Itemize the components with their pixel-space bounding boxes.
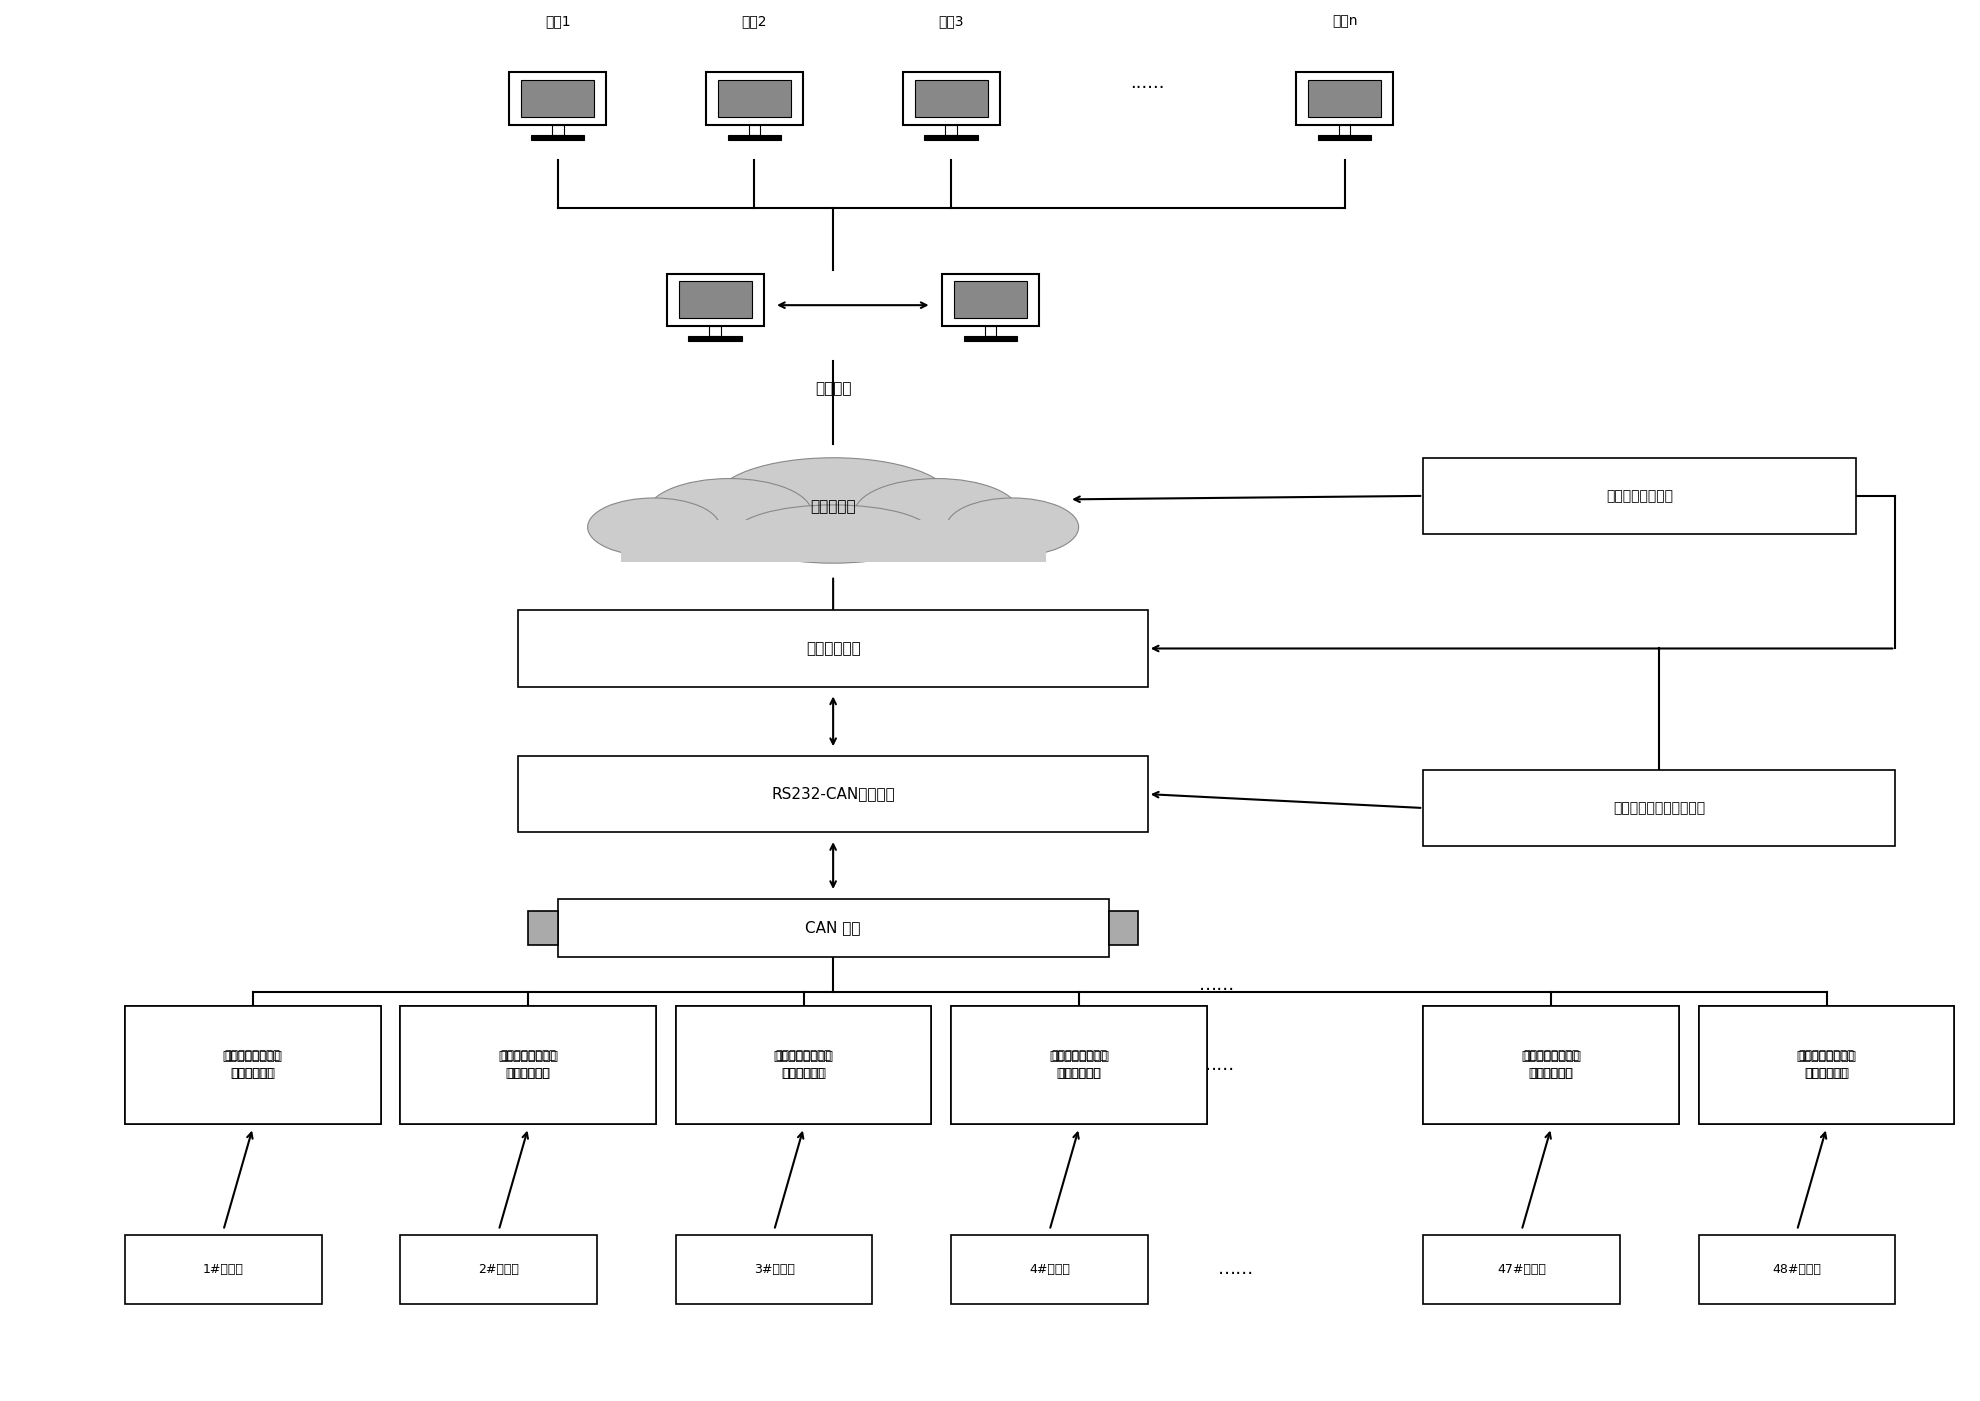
Text: 双通道单体蓄电池
温度测量模块: 双通道单体蓄电池 温度测量模块	[222, 1049, 283, 1080]
FancyBboxPatch shape	[400, 1006, 655, 1124]
FancyBboxPatch shape	[519, 757, 1146, 832]
Text: 双通道单体蓄电池
温度测量模块: 双通道单体蓄电池 温度测量模块	[1798, 1049, 1853, 1080]
Text: 4#蓄电池: 4#蓄电池	[1028, 1262, 1069, 1276]
Text: CAN 总线: CAN 总线	[806, 920, 861, 936]
Text: 监测中心: 监测中心	[814, 381, 851, 396]
FancyBboxPatch shape	[950, 1006, 1206, 1124]
FancyBboxPatch shape	[509, 73, 606, 125]
Text: 48#蓄电池: 48#蓄电池	[1772, 1262, 1820, 1276]
FancyBboxPatch shape	[1109, 911, 1137, 946]
Text: 47#蓄电池: 47#蓄电池	[1497, 1262, 1544, 1276]
Text: 动环采集器: 动环采集器	[810, 499, 855, 514]
Text: 双通道单体蓄电池
温度测量模块: 双通道单体蓄电池 温度测量模块	[1049, 1049, 1109, 1080]
FancyBboxPatch shape	[675, 1006, 931, 1124]
Text: ……: ……	[1218, 1261, 1253, 1278]
Text: 故障告警模块: 故障告警模块	[806, 642, 859, 656]
Text: 2#蓄电池: 2#蓄电池	[477, 1262, 519, 1276]
FancyBboxPatch shape	[903, 73, 1000, 125]
FancyBboxPatch shape	[125, 1234, 321, 1304]
Ellipse shape	[735, 504, 933, 563]
FancyBboxPatch shape	[717, 80, 790, 118]
Ellipse shape	[645, 479, 812, 548]
Text: 双通道单体蓄电池
温度测量模块: 双通道单体蓄电池 温度测量模块	[1796, 1049, 1855, 1080]
FancyBboxPatch shape	[125, 1006, 380, 1124]
Text: 双通道单体蓄电池
温度测量模块: 双通道单体蓄电池 温度测量模块	[499, 1049, 558, 1080]
FancyBboxPatch shape	[705, 73, 802, 125]
Text: 用户1: 用户1	[544, 14, 570, 28]
FancyBboxPatch shape	[529, 911, 558, 946]
Text: ……: ……	[1198, 1055, 1234, 1073]
FancyBboxPatch shape	[675, 1006, 931, 1124]
FancyBboxPatch shape	[950, 1234, 1146, 1304]
Text: 双通道单体蓄电池
温度测量模块: 双通道单体蓄电池 温度测量模块	[501, 1049, 556, 1080]
Text: 1#蓄电池: 1#蓄电池	[202, 1262, 244, 1276]
Text: 双通道单体蓄电池
温度测量模块: 双通道单体蓄电池 温度测量模块	[776, 1049, 832, 1080]
FancyBboxPatch shape	[687, 336, 741, 340]
FancyBboxPatch shape	[519, 611, 1146, 686]
FancyBboxPatch shape	[1697, 1006, 1954, 1124]
Ellipse shape	[946, 497, 1077, 556]
Text: 用户3: 用户3	[939, 14, 964, 28]
Text: ……: ……	[1198, 976, 1234, 993]
Text: 3#蓄电池: 3#蓄电池	[752, 1262, 794, 1276]
FancyBboxPatch shape	[558, 899, 1109, 957]
FancyBboxPatch shape	[954, 282, 1026, 318]
Ellipse shape	[715, 458, 950, 541]
FancyBboxPatch shape	[1422, 1006, 1679, 1124]
FancyBboxPatch shape	[521, 80, 594, 118]
Text: ......: ......	[1131, 74, 1164, 92]
FancyBboxPatch shape	[1422, 1234, 1620, 1304]
FancyBboxPatch shape	[940, 273, 1040, 326]
FancyBboxPatch shape	[531, 134, 584, 140]
Text: 单体蓄电池温度计算模块: 单体蓄电池温度计算模块	[1612, 801, 1705, 815]
FancyBboxPatch shape	[400, 1234, 596, 1304]
FancyBboxPatch shape	[665, 273, 764, 326]
FancyBboxPatch shape	[1697, 1234, 1895, 1304]
Text: 用户n: 用户n	[1331, 14, 1356, 28]
Text: 双通道单体蓄电池
温度测量模块: 双通道单体蓄电池 温度测量模块	[1523, 1049, 1578, 1080]
FancyBboxPatch shape	[1317, 134, 1370, 140]
FancyBboxPatch shape	[950, 1006, 1206, 1124]
FancyBboxPatch shape	[679, 282, 750, 318]
FancyBboxPatch shape	[1422, 458, 1855, 534]
Text: 双通道单体蓄电池
温度测量模块: 双通道单体蓄电池 温度测量模块	[1521, 1049, 1580, 1080]
FancyBboxPatch shape	[1307, 80, 1380, 118]
FancyBboxPatch shape	[964, 336, 1016, 340]
FancyBboxPatch shape	[400, 1006, 655, 1124]
FancyBboxPatch shape	[1422, 771, 1895, 846]
Text: 双通道单体蓄电池
温度测量模块: 双通道单体蓄电池 温度测量模块	[1051, 1049, 1107, 1080]
FancyBboxPatch shape	[1697, 1006, 1954, 1124]
FancyBboxPatch shape	[727, 134, 780, 140]
FancyBboxPatch shape	[1295, 73, 1392, 125]
Text: 用户2: 用户2	[741, 14, 766, 28]
FancyBboxPatch shape	[1422, 1006, 1679, 1124]
Text: 双通道单体蓄电池
温度测量模块: 双通道单体蓄电池 温度测量模块	[224, 1049, 281, 1080]
Text: RS232-CAN接口节点: RS232-CAN接口节点	[770, 786, 895, 801]
Ellipse shape	[588, 497, 719, 556]
FancyBboxPatch shape	[620, 520, 1045, 562]
FancyBboxPatch shape	[925, 134, 978, 140]
FancyBboxPatch shape	[125, 1006, 380, 1124]
FancyBboxPatch shape	[675, 1234, 871, 1304]
Ellipse shape	[853, 479, 1020, 548]
FancyBboxPatch shape	[915, 80, 988, 118]
Text: 双通道单体蓄电池
温度测量模块: 双通道单体蓄电池 温度测量模块	[774, 1049, 834, 1080]
Text: 环境温度测量模块: 环境温度测量模块	[1606, 489, 1673, 503]
